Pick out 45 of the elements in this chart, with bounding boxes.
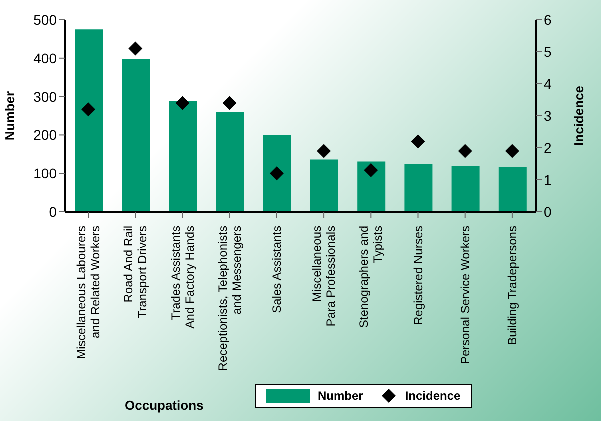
point: [128, 42, 143, 56]
x-tick-label: Registered Nurses: [411, 226, 426, 326]
point: [317, 144, 332, 158]
point: [176, 96, 190, 110]
bar: [75, 30, 103, 212]
y2-tick-label: 0: [544, 204, 552, 220]
legend-label: Incidence: [405, 389, 461, 403]
bar: [452, 166, 480, 212]
x-axis-title: Occupations: [125, 398, 204, 413]
legend-label: Number: [318, 389, 364, 403]
point: [270, 166, 284, 181]
y-tick-label: 400: [34, 50, 58, 66]
y2-tick-label: 4: [544, 76, 552, 92]
bar: [498, 167, 527, 212]
point: [364, 163, 378, 178]
bar: [310, 160, 338, 212]
bar: [404, 164, 433, 212]
y-tick-label: 500: [34, 12, 58, 28]
y2-tick-label: 3: [544, 108, 552, 124]
x-tick-label: Stenographers and Typists: [357, 226, 386, 328]
y-tick-label: 100: [34, 166, 58, 182]
y-tick-label: 300: [34, 88, 58, 105]
x-tick-label: Miscellaneous Labourers and Related Workers: [74, 226, 103, 360]
y-axis-title: Number: [2, 91, 18, 141]
x-tick-label: Building Tradepersons: [505, 226, 520, 346]
bar: [263, 135, 292, 212]
bar: [122, 59, 150, 212]
bar: [358, 162, 386, 212]
y-tick-label: 0: [49, 204, 58, 220]
bar: [216, 112, 244, 212]
y-tick-label: 200: [34, 127, 58, 144]
bar: [169, 101, 198, 212]
y2-axis-title: Incidence: [572, 86, 587, 146]
y2-tick-label: 1: [544, 172, 552, 188]
point: [82, 102, 96, 117]
x-tick-label: Receptionists, Telephonists and Messengers: [216, 226, 244, 372]
x-tick-label: Personal Service Workers: [458, 226, 472, 364]
point: [505, 144, 520, 158]
point: [411, 134, 426, 149]
x-tick-label: Sales Assistants: [270, 226, 284, 314]
y2-tick-label: 6: [544, 12, 552, 28]
point: [222, 96, 237, 110]
point: [458, 144, 472, 158]
y2-tick-label: 5: [544, 44, 552, 60]
y2-tick-label: 2: [544, 140, 552, 156]
